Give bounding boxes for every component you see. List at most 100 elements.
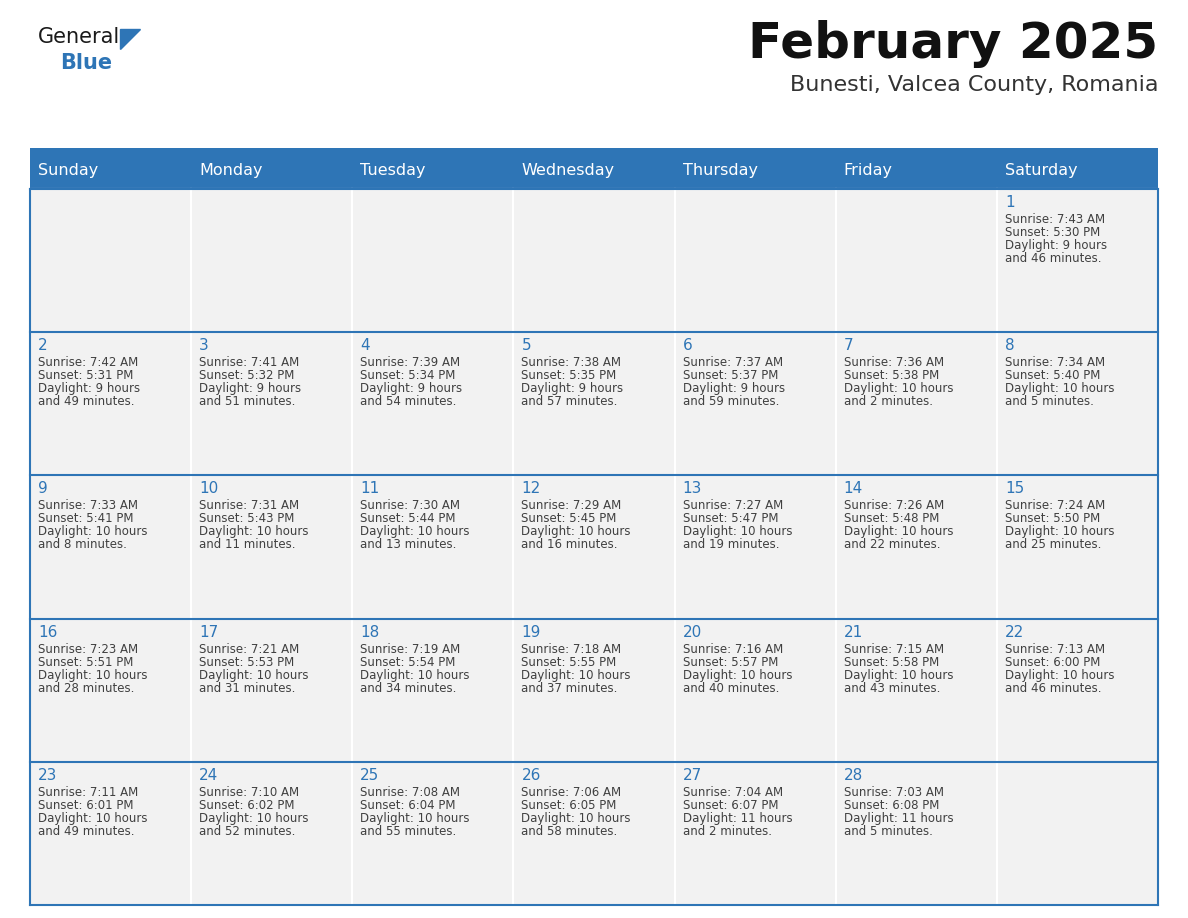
Text: and 49 minutes.: and 49 minutes. xyxy=(38,396,134,409)
Text: Daylight: 9 hours: Daylight: 9 hours xyxy=(683,382,785,396)
Bar xyxy=(997,619,1158,762)
Text: Sunrise: 7:33 AM: Sunrise: 7:33 AM xyxy=(38,499,138,512)
Polygon shape xyxy=(120,29,140,49)
Text: Sunrise: 7:42 AM: Sunrise: 7:42 AM xyxy=(38,356,138,369)
Text: and 59 minutes.: and 59 minutes. xyxy=(683,396,779,409)
Text: 28: 28 xyxy=(843,767,862,783)
Text: 14: 14 xyxy=(843,481,862,497)
Text: Sunrise: 7:36 AM: Sunrise: 7:36 AM xyxy=(843,356,943,369)
Bar xyxy=(835,332,997,476)
Bar xyxy=(191,619,353,762)
Bar xyxy=(513,189,675,332)
Text: 10: 10 xyxy=(200,481,219,497)
Text: Sunset: 5:35 PM: Sunset: 5:35 PM xyxy=(522,369,617,382)
Text: and 52 minutes.: and 52 minutes. xyxy=(200,824,296,838)
Text: and 55 minutes.: and 55 minutes. xyxy=(360,824,456,838)
Text: and 11 minutes.: and 11 minutes. xyxy=(200,538,296,552)
Text: Bunesti, Valcea County, Romania: Bunesti, Valcea County, Romania xyxy=(790,75,1158,95)
Bar xyxy=(675,619,835,762)
Text: Sunrise: 7:13 AM: Sunrise: 7:13 AM xyxy=(1005,643,1105,655)
Bar xyxy=(30,148,1158,153)
Text: Sunrise: 7:11 AM: Sunrise: 7:11 AM xyxy=(38,786,138,799)
Text: Daylight: 10 hours: Daylight: 10 hours xyxy=(38,668,147,681)
Text: 5: 5 xyxy=(522,338,531,353)
Bar xyxy=(675,189,835,332)
Bar xyxy=(353,619,513,762)
Text: Sunrise: 7:31 AM: Sunrise: 7:31 AM xyxy=(200,499,299,512)
Text: and 5 minutes.: and 5 minutes. xyxy=(1005,396,1094,409)
Bar xyxy=(30,762,191,905)
Text: Sunrise: 7:21 AM: Sunrise: 7:21 AM xyxy=(200,643,299,655)
Text: and 46 minutes.: and 46 minutes. xyxy=(1005,252,1101,265)
Text: Sunset: 6:00 PM: Sunset: 6:00 PM xyxy=(1005,655,1100,668)
Text: and 58 minutes.: and 58 minutes. xyxy=(522,824,618,838)
Text: Sunset: 5:45 PM: Sunset: 5:45 PM xyxy=(522,512,617,525)
Text: and 54 minutes.: and 54 minutes. xyxy=(360,396,456,409)
Text: Sunset: 5:38 PM: Sunset: 5:38 PM xyxy=(843,369,939,382)
Text: 2: 2 xyxy=(38,338,48,353)
Text: 23: 23 xyxy=(38,767,57,783)
Bar xyxy=(30,619,191,762)
Bar xyxy=(353,332,513,476)
Text: Sunset: 5:54 PM: Sunset: 5:54 PM xyxy=(360,655,456,668)
Text: 22: 22 xyxy=(1005,624,1024,640)
Text: and 40 minutes.: and 40 minutes. xyxy=(683,681,779,695)
Text: Sunrise: 7:26 AM: Sunrise: 7:26 AM xyxy=(843,499,944,512)
Text: and 31 minutes.: and 31 minutes. xyxy=(200,681,296,695)
Text: 27: 27 xyxy=(683,767,702,783)
Text: Daylight: 10 hours: Daylight: 10 hours xyxy=(360,525,469,538)
Text: Sunrise: 7:34 AM: Sunrise: 7:34 AM xyxy=(1005,356,1105,369)
Text: 19: 19 xyxy=(522,624,541,640)
Bar xyxy=(353,189,513,332)
Bar xyxy=(835,476,997,619)
Text: and 49 minutes.: and 49 minutes. xyxy=(38,824,134,838)
Bar xyxy=(997,476,1158,619)
Text: General: General xyxy=(38,27,120,47)
Text: Sunset: 5:55 PM: Sunset: 5:55 PM xyxy=(522,655,617,668)
Text: 24: 24 xyxy=(200,767,219,783)
Text: Tuesday: Tuesday xyxy=(360,163,425,178)
Text: 1: 1 xyxy=(1005,195,1015,210)
Text: 7: 7 xyxy=(843,338,853,353)
Text: Sunset: 5:40 PM: Sunset: 5:40 PM xyxy=(1005,369,1100,382)
Bar xyxy=(191,762,353,905)
Text: Sunset: 5:30 PM: Sunset: 5:30 PM xyxy=(1005,226,1100,239)
Text: and 19 minutes.: and 19 minutes. xyxy=(683,538,779,552)
Text: Sunset: 5:57 PM: Sunset: 5:57 PM xyxy=(683,655,778,668)
Text: Sunrise: 7:04 AM: Sunrise: 7:04 AM xyxy=(683,786,783,799)
Text: 21: 21 xyxy=(843,624,862,640)
Text: and 34 minutes.: and 34 minutes. xyxy=(360,681,456,695)
Text: Sunrise: 7:16 AM: Sunrise: 7:16 AM xyxy=(683,643,783,655)
Text: Sunset: 6:04 PM: Sunset: 6:04 PM xyxy=(360,799,456,812)
Text: Sunrise: 7:15 AM: Sunrise: 7:15 AM xyxy=(843,643,943,655)
Text: Daylight: 10 hours: Daylight: 10 hours xyxy=(522,525,631,538)
Text: 15: 15 xyxy=(1005,481,1024,497)
Text: and 13 minutes.: and 13 minutes. xyxy=(360,538,456,552)
Text: Sunset: 5:51 PM: Sunset: 5:51 PM xyxy=(38,655,133,668)
Text: Sunset: 5:37 PM: Sunset: 5:37 PM xyxy=(683,369,778,382)
Text: and 2 minutes.: and 2 minutes. xyxy=(683,824,771,838)
Text: Daylight: 9 hours: Daylight: 9 hours xyxy=(200,382,302,396)
Text: Daylight: 11 hours: Daylight: 11 hours xyxy=(683,812,792,824)
Text: Sunset: 5:53 PM: Sunset: 5:53 PM xyxy=(200,655,295,668)
Text: 18: 18 xyxy=(360,624,379,640)
Text: Sunset: 5:32 PM: Sunset: 5:32 PM xyxy=(200,369,295,382)
Text: and 37 minutes.: and 37 minutes. xyxy=(522,681,618,695)
Text: Sunrise: 7:19 AM: Sunrise: 7:19 AM xyxy=(360,643,461,655)
Bar xyxy=(353,476,513,619)
Bar xyxy=(997,762,1158,905)
Text: Daylight: 10 hours: Daylight: 10 hours xyxy=(38,812,147,824)
Text: Daylight: 10 hours: Daylight: 10 hours xyxy=(1005,382,1114,396)
Text: and 57 minutes.: and 57 minutes. xyxy=(522,396,618,409)
Text: Sunset: 5:31 PM: Sunset: 5:31 PM xyxy=(38,369,133,382)
Text: 26: 26 xyxy=(522,767,541,783)
Text: Daylight: 10 hours: Daylight: 10 hours xyxy=(360,668,469,681)
Text: Sunrise: 7:10 AM: Sunrise: 7:10 AM xyxy=(200,786,299,799)
Text: Sunrise: 7:08 AM: Sunrise: 7:08 AM xyxy=(360,786,460,799)
Text: Daylight: 10 hours: Daylight: 10 hours xyxy=(843,382,953,396)
Text: Sunrise: 7:38 AM: Sunrise: 7:38 AM xyxy=(522,356,621,369)
Text: Daylight: 9 hours: Daylight: 9 hours xyxy=(360,382,462,396)
Text: Sunset: 5:34 PM: Sunset: 5:34 PM xyxy=(360,369,456,382)
Text: 4: 4 xyxy=(360,338,369,353)
Bar xyxy=(30,189,191,332)
